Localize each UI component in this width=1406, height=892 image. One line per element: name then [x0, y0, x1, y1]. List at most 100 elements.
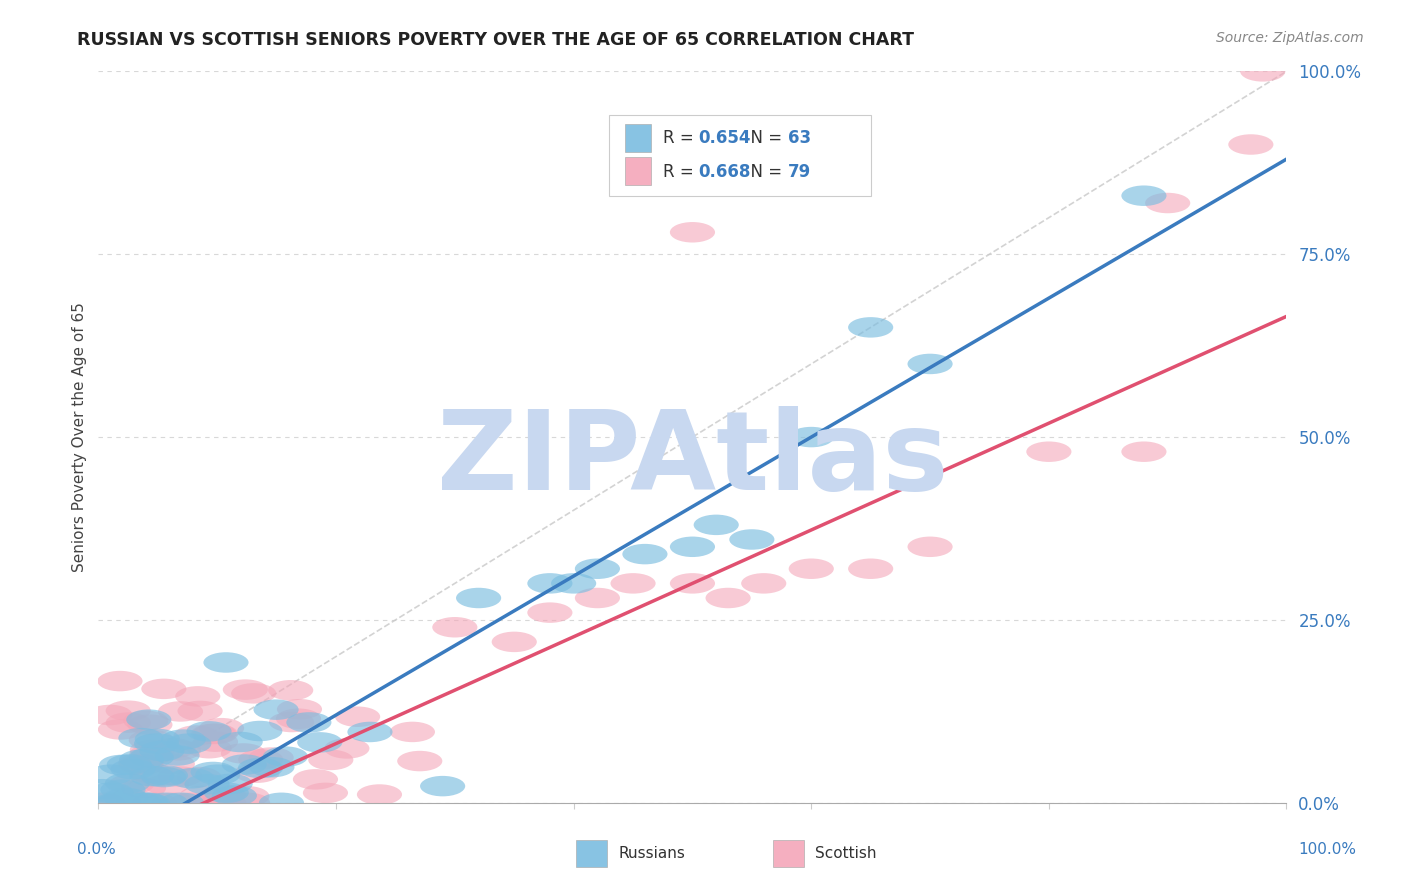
Text: R =: R =	[662, 162, 699, 180]
Ellipse shape	[105, 700, 150, 721]
Ellipse shape	[98, 719, 143, 739]
Ellipse shape	[200, 718, 245, 739]
Ellipse shape	[623, 544, 668, 565]
Ellipse shape	[128, 714, 173, 735]
Ellipse shape	[1026, 442, 1071, 462]
Ellipse shape	[222, 680, 269, 700]
Ellipse shape	[184, 774, 229, 795]
Ellipse shape	[335, 706, 380, 727]
Ellipse shape	[308, 749, 353, 770]
Ellipse shape	[122, 793, 169, 813]
Ellipse shape	[97, 671, 142, 691]
Ellipse shape	[706, 588, 751, 608]
Ellipse shape	[176, 686, 221, 706]
Ellipse shape	[157, 701, 202, 722]
Ellipse shape	[107, 755, 152, 774]
Ellipse shape	[159, 793, 204, 813]
FancyBboxPatch shape	[624, 157, 651, 185]
Ellipse shape	[907, 537, 953, 557]
Ellipse shape	[302, 782, 349, 803]
Ellipse shape	[166, 733, 211, 754]
Ellipse shape	[191, 723, 236, 744]
Ellipse shape	[160, 730, 205, 750]
Ellipse shape	[292, 769, 337, 789]
Ellipse shape	[150, 738, 195, 758]
Ellipse shape	[527, 602, 572, 623]
Text: Source: ZipAtlas.com: Source: ZipAtlas.com	[1216, 31, 1364, 45]
Ellipse shape	[143, 793, 188, 813]
Ellipse shape	[238, 721, 283, 741]
Ellipse shape	[225, 786, 270, 806]
Ellipse shape	[1240, 62, 1285, 81]
Ellipse shape	[156, 740, 201, 761]
Ellipse shape	[551, 574, 596, 593]
Ellipse shape	[105, 773, 150, 793]
Ellipse shape	[204, 652, 249, 673]
Ellipse shape	[187, 738, 232, 758]
Ellipse shape	[347, 722, 392, 742]
Ellipse shape	[187, 721, 232, 741]
Ellipse shape	[174, 725, 219, 746]
Ellipse shape	[89, 764, 134, 785]
Ellipse shape	[432, 617, 478, 638]
Ellipse shape	[575, 588, 620, 608]
Ellipse shape	[221, 743, 266, 764]
Ellipse shape	[325, 739, 370, 759]
Ellipse shape	[277, 699, 322, 720]
Ellipse shape	[105, 713, 150, 733]
Text: 0.668: 0.668	[699, 162, 751, 180]
Ellipse shape	[235, 763, 280, 783]
Ellipse shape	[80, 793, 125, 813]
Ellipse shape	[201, 793, 246, 813]
Ellipse shape	[253, 699, 298, 720]
Ellipse shape	[789, 427, 834, 447]
Ellipse shape	[193, 723, 238, 744]
Ellipse shape	[1122, 442, 1167, 462]
Ellipse shape	[287, 712, 332, 732]
Ellipse shape	[111, 759, 156, 780]
Ellipse shape	[1229, 135, 1274, 154]
Ellipse shape	[907, 354, 953, 374]
Ellipse shape	[134, 733, 179, 754]
Ellipse shape	[121, 778, 166, 798]
Text: ZIPAtlas: ZIPAtlas	[437, 406, 948, 513]
Ellipse shape	[143, 765, 188, 786]
Ellipse shape	[789, 558, 834, 579]
Ellipse shape	[80, 779, 125, 799]
Ellipse shape	[125, 793, 170, 813]
Ellipse shape	[157, 766, 202, 787]
Ellipse shape	[127, 709, 172, 730]
Ellipse shape	[141, 767, 187, 788]
Ellipse shape	[238, 749, 284, 770]
Ellipse shape	[177, 701, 222, 721]
Ellipse shape	[169, 768, 214, 789]
Ellipse shape	[276, 708, 321, 729]
Ellipse shape	[492, 632, 537, 652]
Ellipse shape	[204, 782, 249, 803]
Text: 79: 79	[787, 162, 811, 180]
Ellipse shape	[129, 744, 174, 764]
Ellipse shape	[575, 558, 620, 579]
Ellipse shape	[97, 793, 142, 813]
Ellipse shape	[152, 793, 197, 813]
Text: N =: N =	[740, 129, 787, 147]
Ellipse shape	[169, 793, 214, 813]
Text: R =: R =	[662, 129, 699, 147]
Ellipse shape	[1122, 186, 1167, 206]
Ellipse shape	[249, 757, 294, 778]
Ellipse shape	[129, 730, 174, 750]
Ellipse shape	[669, 222, 716, 243]
Ellipse shape	[100, 780, 146, 800]
Ellipse shape	[357, 784, 402, 805]
Ellipse shape	[222, 755, 267, 775]
Ellipse shape	[218, 731, 263, 752]
Ellipse shape	[848, 318, 893, 337]
Ellipse shape	[89, 782, 134, 803]
Ellipse shape	[96, 793, 141, 813]
Ellipse shape	[117, 793, 162, 813]
Text: 0.0%: 0.0%	[77, 842, 117, 856]
Ellipse shape	[456, 588, 501, 608]
Ellipse shape	[259, 793, 304, 813]
Ellipse shape	[87, 705, 132, 725]
Ellipse shape	[179, 786, 225, 806]
